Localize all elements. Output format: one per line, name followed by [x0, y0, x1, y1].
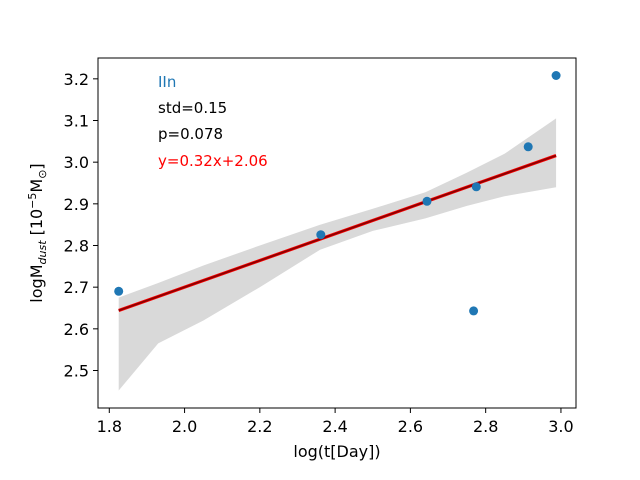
x-tick-label: 2.2: [247, 417, 272, 436]
y-axis-label-unit-base: M: [27, 179, 46, 193]
y-axis-label-unit-exp: −5: [26, 193, 39, 209]
confidence-band: [118, 118, 557, 391]
annotation-std: std=0.15: [158, 99, 227, 117]
axes-frame: [97, 57, 577, 409]
data-point: [523, 142, 533, 152]
fit-line: [118, 154, 557, 312]
y-axis-label-unit-close: ]: [27, 163, 46, 169]
y-tick-label: 2.6: [64, 320, 89, 339]
y-axis-label-sub: dust: [36, 240, 49, 265]
y-tick-label: 2.5: [64, 362, 89, 381]
annotation-equation: y=0.32x+2.06: [158, 152, 268, 170]
y-tick-label: 3.2: [64, 70, 89, 89]
y-tick-label: 3.0: [64, 153, 89, 172]
y-axis-label-unit-open: [10: [27, 209, 46, 241]
data-point: [114, 286, 124, 296]
data-point: [316, 230, 326, 240]
data-point: [471, 182, 481, 192]
x-tick-label: 2.6: [398, 417, 423, 436]
x-tick-label: 2.0: [172, 417, 197, 436]
data-point: [469, 306, 479, 316]
y-tick-label: 3.1: [64, 112, 89, 131]
y-axis-label-unit-sym: ⊙: [36, 170, 49, 179]
y-tick-label: 2.9: [64, 195, 89, 214]
x-tick-label: 2.4: [322, 417, 347, 436]
y-axis-label-main: logM: [27, 264, 46, 302]
x-axis-label: log(t[Day]): [293, 442, 380, 461]
data-point: [551, 71, 561, 80]
y-tick-label: 2.7: [64, 278, 89, 297]
x-tick-label: 1.8: [97, 417, 122, 436]
x-tick-label: 2.8: [473, 417, 498, 436]
data-points-layer: [114, 71, 561, 316]
y-ticks: 2.5 2.6 2.7 2.8 2.9 3.0 3.1 3.2: [64, 70, 98, 381]
data-point: [422, 196, 432, 206]
y-tick-label: 2.8: [64, 237, 89, 256]
x-tick-label: 3.0: [548, 417, 573, 436]
fit-line-layer: [118, 154, 557, 313]
annotation-category: IIn: [158, 73, 176, 91]
y-axis-label: logMdust [10−5M⊙]: [26, 163, 49, 302]
confidence-band-layer: [118, 118, 557, 391]
x-ticks: 1.8 2.0 2.2 2.4 2.6 2.8 3.0: [97, 408, 574, 436]
annotation-p-value: p=0.078: [158, 125, 223, 143]
